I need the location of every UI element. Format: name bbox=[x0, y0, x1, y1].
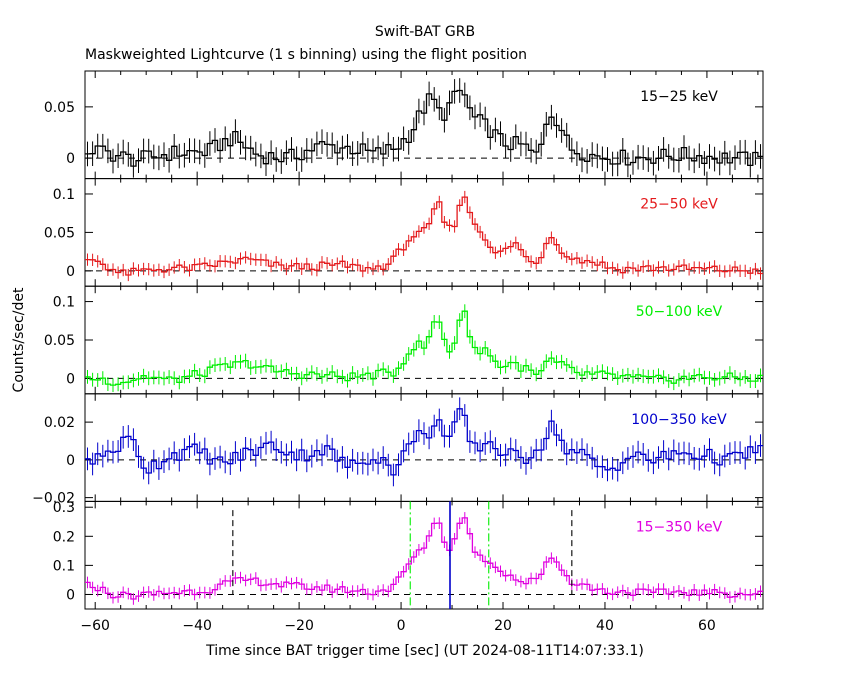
y-tick-label: 0.02 bbox=[44, 415, 75, 431]
band-label: 50−100 keV bbox=[636, 304, 723, 320]
x-tick-label: 60 bbox=[698, 618, 716, 634]
x-tick-label: −60 bbox=[80, 618, 110, 634]
y-tick-label: 0.05 bbox=[44, 333, 75, 349]
x-tick-label: 20 bbox=[494, 618, 512, 634]
step-curve bbox=[85, 408, 763, 476]
y-tick-label: 0.1 bbox=[53, 558, 75, 574]
y-tick-label: 0.05 bbox=[44, 225, 75, 241]
y-tick-label: 0.3 bbox=[53, 500, 75, 516]
panel-5: 0 0.1 0.2 0.3 15−350 keV bbox=[53, 500, 764, 610]
x-axis-label: Time since BAT trigger time [sec] (UT 20… bbox=[205, 643, 644, 659]
x-tick-label: −20 bbox=[284, 618, 314, 634]
band-label: 25−50 keV bbox=[640, 197, 718, 213]
chart-subtitle: Maskweighted Lightcurve (1 s binning) us… bbox=[85, 47, 527, 63]
y-tick-label: 0 bbox=[66, 453, 75, 469]
y-axis-label: Counts/sec/det bbox=[11, 287, 27, 392]
y-tick-label: 0 bbox=[66, 587, 75, 603]
y-tick-label: 0.1 bbox=[53, 187, 75, 203]
chart-title: Swift-BAT GRB bbox=[375, 24, 475, 40]
panels-group: 0 0.05 15−25 keV 0 0.05 0.1 25−50 keV 0 0.05 0.1 5… bbox=[32, 70, 764, 634]
band-label: 100−350 keV bbox=[631, 412, 727, 428]
y-tick-label: −0.02 bbox=[32, 491, 75, 507]
x-tick-label: 0 bbox=[397, 618, 406, 634]
band-label: 15−350 keV bbox=[636, 519, 723, 535]
y-tick-label: 0 bbox=[66, 371, 75, 387]
y-tick-label: 0 bbox=[66, 151, 75, 167]
panel-frame bbox=[84, 500, 764, 610]
step-curve bbox=[85, 310, 763, 386]
error-bars bbox=[87, 397, 761, 487]
panel-1: 0 0.05 15−25 keV bbox=[44, 70, 764, 180]
panel-2: 0 0.05 0.1 25−50 keV bbox=[44, 178, 764, 287]
step-curve bbox=[85, 196, 763, 276]
band-label: 15−25 keV bbox=[640, 89, 718, 105]
x-tick-label: 40 bbox=[596, 618, 614, 634]
step-curve bbox=[85, 89, 763, 167]
y-tick-label: 0.05 bbox=[44, 100, 75, 116]
panel-3: 0 0.05 0.1 50−100 keV bbox=[44, 285, 764, 395]
y-tick-label: 0.1 bbox=[53, 295, 75, 311]
y-tick-label: 0 bbox=[66, 264, 75, 280]
panel-4: −0.02 0 0.02 100−350 keV bbox=[32, 393, 764, 507]
step-curve bbox=[85, 517, 763, 600]
x-tick-label: −40 bbox=[182, 618, 212, 634]
y-tick-label: 0.2 bbox=[53, 529, 75, 545]
